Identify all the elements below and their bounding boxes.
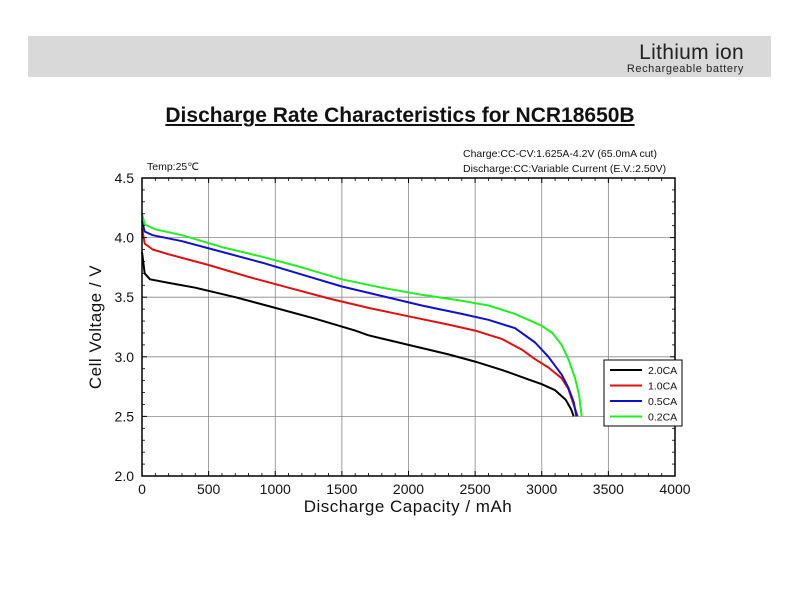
- x-tick-label: 3500: [593, 481, 624, 497]
- x-axis-label: Discharge Capacity / mAh: [304, 497, 513, 516]
- x-tick-label: 2500: [460, 481, 491, 497]
- discharge-annotation: Discharge:CC:Variable Current (E.V.:2.50…: [463, 163, 666, 175]
- x-tick-label: 3000: [526, 481, 557, 497]
- brand-subtitle: Rechargeable battery: [626, 63, 744, 75]
- x-tick-label: 1500: [326, 481, 357, 497]
- temperature-annotation: Temp:25℃: [147, 161, 199, 173]
- charge-annotation: Charge:CC-CV:1.625A-4.2V (65.0mA cut): [463, 148, 657, 160]
- brand-title: Lithium ion: [639, 41, 744, 64]
- series-line-0-5CA: [141, 220, 578, 417]
- y-axis-label: Cell Voltage / V: [86, 265, 105, 389]
- legend-label: 1.0CA: [648, 381, 677, 393]
- ticks: [141, 177, 676, 477]
- y-tick-label: 3.5: [115, 289, 135, 305]
- x-tick-label: 0: [138, 481, 146, 497]
- tick-labels: 0 500 1000 1500 2000 2500 3000 3500 4000 2.0 2.5 3.…: [115, 170, 691, 497]
- series-line-1-0CA: [141, 227, 579, 417]
- legend-label: 0.2CA: [648, 412, 677, 424]
- series-layer: [141, 213, 583, 417]
- y-tick-label: 2.0: [115, 468, 135, 484]
- legend: 2.0CA 1.0CA 0.5CA 0.2CA: [603, 359, 683, 427]
- legend-label: 0.5CA: [648, 396, 677, 408]
- x-tick-label: 1000: [260, 481, 291, 497]
- series-line-0-2CA: [141, 213, 583, 417]
- y-tick-label: 4.0: [115, 230, 135, 246]
- header-banner: Lithium ion Rechargeable battery: [28, 36, 771, 77]
- chart-title: Discharge Rate Characteristics for NCR18…: [165, 104, 635, 127]
- x-tick-label: 4000: [659, 481, 690, 497]
- x-tick-label: 2000: [393, 481, 424, 497]
- series-line-2-0CA: [141, 251, 575, 417]
- y-tick-label: 3.0: [115, 349, 135, 365]
- legend-label: 2.0CA: [648, 365, 677, 377]
- y-tick-label: 2.5: [115, 408, 135, 424]
- x-tick-label: 500: [197, 481, 221, 497]
- grid: [142, 178, 675, 476]
- y-tick-label: 4.5: [115, 170, 135, 186]
